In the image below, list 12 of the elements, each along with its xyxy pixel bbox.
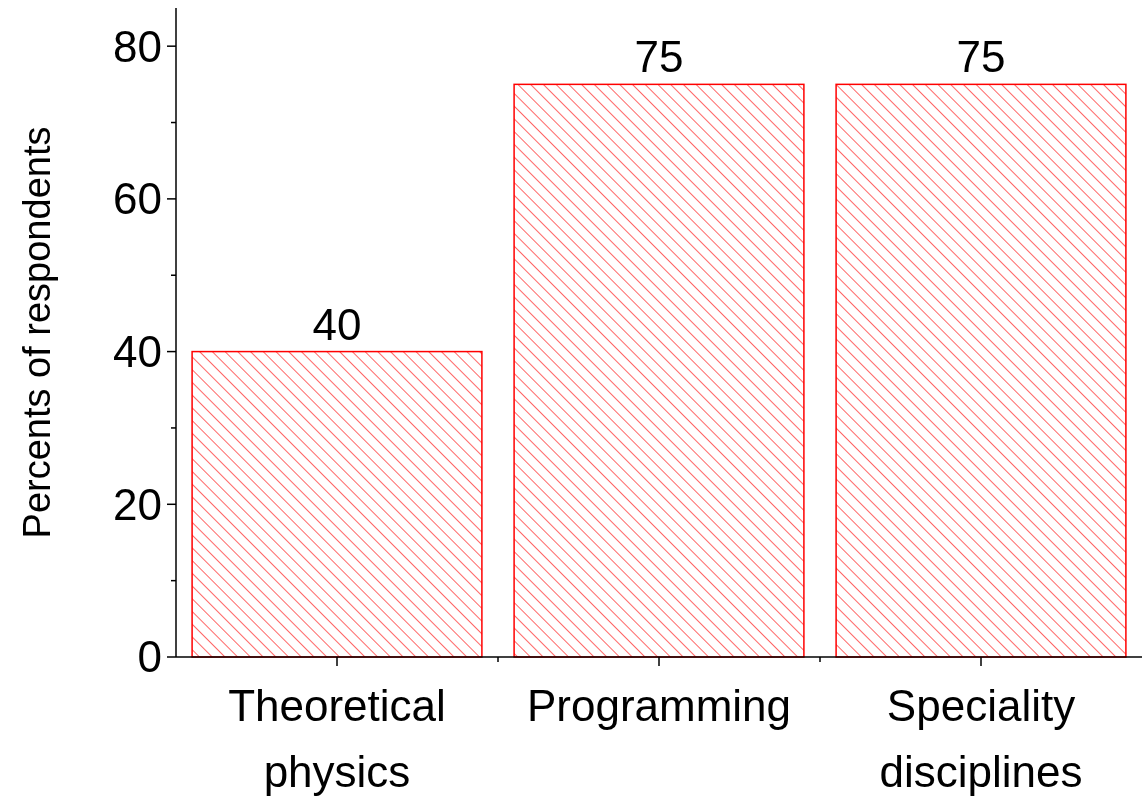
y-tick-label: 20 [113, 479, 162, 529]
y-axis-title: Percents of respondents [16, 126, 58, 539]
y-tick-label: 0 [137, 632, 162, 682]
data-label: 75 [956, 32, 1006, 82]
x-tick-label: Theoretical physics [228, 681, 446, 796]
x-tick-label: Speciality disciplines [879, 681, 1083, 796]
x-tick-label: Programming [526, 681, 792, 730]
data-label: 40 [312, 299, 362, 349]
y-tick-label: 80 [113, 21, 162, 71]
y-tick-label: 60 [113, 174, 162, 224]
y-tick-label: 40 [113, 326, 162, 376]
data-label: 75 [634, 32, 684, 82]
